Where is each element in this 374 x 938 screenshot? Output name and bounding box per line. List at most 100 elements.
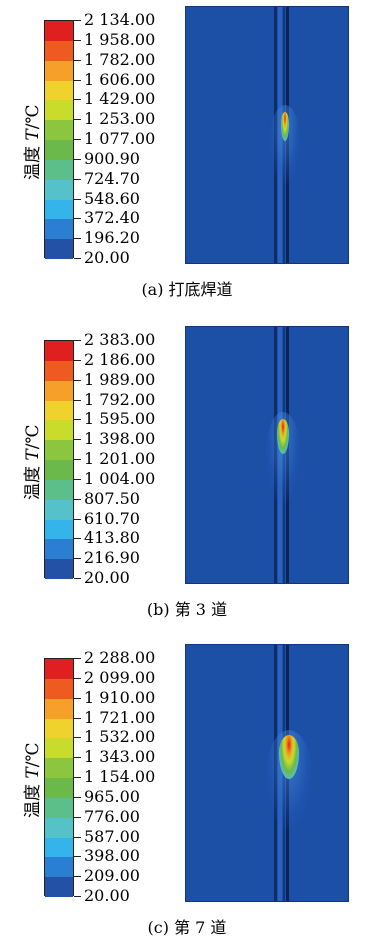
color-bar-label: 398.00 [84,846,140,866]
color-bar [44,20,74,260]
color-bar-tick [74,538,81,540]
color-bar-swatch [45,857,73,878]
color-bar-tick [74,816,81,818]
color-bar-tick [74,558,81,560]
color-bar-label: 807.50 [84,488,140,508]
color-bar-tick [74,459,81,460]
color-bar-label: 1 782.00 [84,49,156,69]
color-bar-label: 216.90 [84,548,140,568]
y-axis-label-variable: T [23,449,43,461]
color-bar-tick [74,238,81,240]
panel-2: 温度 T/℃ 2 383.00 2 186.00 1 989.00 1 792.00 1 … [0,320,374,620]
color-bar-swatch [45,718,73,739]
color-bar-tick [74,896,81,897]
color-bar-label: 610.70 [84,508,140,528]
color-bar-swatch [45,479,73,501]
color-bar-tick [74,158,81,160]
color-bar-label: 1 154.00 [84,767,156,786]
color-bar-tick [74,658,81,659]
y-axis-label-prefix: 温度 [23,778,43,818]
color-bar-swatch [45,877,73,898]
color-bar-label: 548.60 [84,188,140,208]
color-bar-swatch [45,778,73,799]
color-bar-label: 1 429.00 [84,89,156,109]
weld-pool [281,112,289,141]
color-bar-swatch [45,179,73,200]
color-bar-label: 1 201.00 [84,449,156,468]
color-bar-swatch [45,21,73,42]
color-bar-tick [74,178,81,180]
color-bar-label: 2 134.00 [84,10,156,29]
color-bar-tick [74,737,81,739]
color-bar-tick [74,79,81,81]
color-bar-label: 776.00 [84,806,140,826]
color-bar-tick [74,340,81,341]
color-bar-tick [74,697,81,699]
color-bar-swatch [45,559,73,580]
color-bar-swatch [45,837,73,858]
color-bar-swatch [45,159,73,181]
color-bar-swatch [45,199,73,220]
y-axis-label: 温度 T/℃ [18,105,43,181]
color-bar-label: 1 077.00 [84,129,156,148]
color-bar-tick [74,119,81,121]
y-axis-label-unit: /℃ [23,424,43,450]
color-bar-swatch [45,341,73,362]
color-bar-swatch [45,40,73,62]
y-axis-label: 温度 T/℃ [18,425,43,501]
panel-caption: (b) 第 3 道 [146,600,228,619]
color-bar-swatch [45,698,73,719]
color-bar-tick [74,796,81,798]
color-bar-swatch [45,239,73,260]
color-bar-tick [74,39,81,41]
color-bar-swatch [45,420,73,441]
color-bar-tick [74,518,81,520]
color-bar-label: 413.80 [84,528,140,548]
color-bar-label: 1 004.00 [84,468,156,488]
color-bar-tick [74,578,81,579]
temperature-contour-plot [185,326,349,584]
color-bar-tick [74,856,81,858]
color-bar-label: 2 288.00 [84,648,156,667]
panel-caption: (c) 第 7 道 [147,918,227,937]
y-axis-label-unit: /℃ [23,742,43,768]
panel-1: 温度 T/℃ 2 134.00 1 958.00 1 782.00 1 606.00 1 … [0,0,374,300]
color-bar-label: 900.90 [84,148,140,168]
color-bar-tick [74,399,81,401]
color-bar-label: 1 721.00 [84,707,156,727]
color-bar-tick [74,379,81,381]
color-bar-tick [74,498,81,500]
color-bar-tick [74,836,81,838]
color-bar-swatch [45,120,73,141]
color-bar-tick [74,478,81,480]
color-bar-label: 1 253.00 [84,109,156,129]
color-bar-tick [74,258,81,259]
color-bar-tick [74,876,81,878]
color-bar-label: 20.00 [84,568,130,587]
color-bar-label: 724.70 [84,168,140,188]
color-bar-tick [74,717,81,719]
color-bar-label: 1 792.00 [84,389,156,409]
color-bar-tick [74,777,81,778]
color-bar-tick [74,359,81,361]
color-bar-tick [74,439,81,441]
color-bar-label: 1 532.00 [84,727,156,747]
color-bar-swatch [45,380,73,401]
color-bar [44,340,74,580]
color-bar-swatch [45,100,73,121]
color-bar-tick [74,20,81,21]
color-bar-swatch [45,738,73,759]
color-bar-tick [74,198,81,200]
color-bar-swatch [45,460,73,481]
y-axis-label-prefix: 温度 [23,140,43,180]
color-bar-swatch [45,678,73,700]
y-axis-label-unit: /℃ [23,104,43,130]
color-bar-swatch [45,60,73,81]
color-bar-label: 209.00 [84,866,140,886]
weld-pool [277,419,289,455]
temperature-contour-plot [185,644,349,902]
y-axis-label: 温度 T/℃ [18,743,43,819]
color-bar-label: 20.00 [84,248,130,267]
color-bar-label: 1 595.00 [84,409,156,429]
y-axis-label-variable: T [23,129,43,141]
